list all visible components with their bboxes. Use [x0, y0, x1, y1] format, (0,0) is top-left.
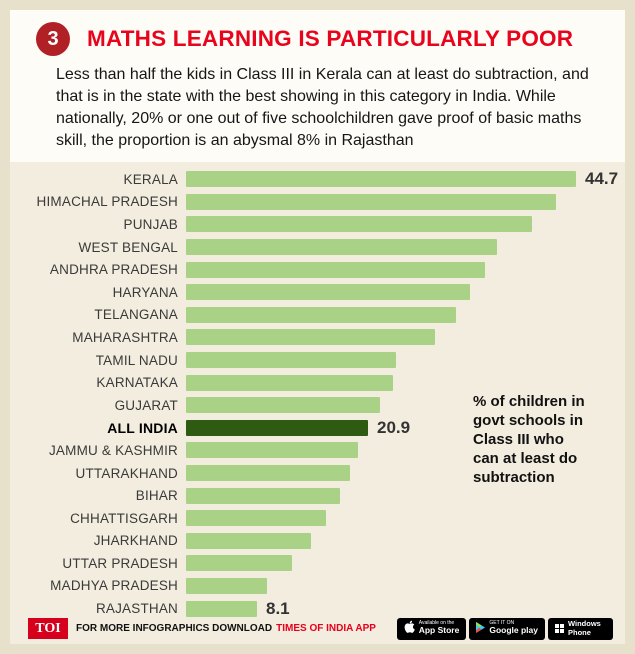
bar-value: 8.1	[266, 598, 290, 618]
top-section: 3 MATHS LEARNING IS PARTICULARLY POOR Le…	[10, 10, 625, 162]
bar	[186, 532, 311, 549]
bar	[186, 555, 292, 572]
chart-annotation: % of children in govt schools in Class I…	[473, 393, 585, 486]
header: 3 MATHS LEARNING IS PARTICULARLY POOR	[10, 18, 625, 58]
chart-row: GUJARAT	[10, 394, 625, 417]
chart-row: RAJASTHAN 8.1	[10, 597, 625, 620]
bar	[186, 216, 532, 233]
bar	[186, 306, 456, 323]
chart-row: WEST BENGAL	[10, 236, 625, 259]
chart-row: MADHYA PRADESH	[10, 575, 625, 598]
bar	[186, 600, 257, 617]
windows-icon	[555, 624, 564, 633]
play-icon	[476, 620, 486, 638]
chart-row: PUNJAB	[10, 213, 625, 236]
chart-row: KARNATAKA	[10, 371, 625, 394]
bar	[186, 419, 368, 436]
badge-line1: Available on the	[418, 619, 455, 626]
bar-label: CHHATTISGARH	[70, 510, 178, 526]
bar-value: 20.9	[377, 417, 411, 437]
bar	[186, 329, 435, 346]
bar-label: UTTAR PRADESH	[62, 555, 178, 571]
bar-label: RAJASTHAN	[95, 601, 178, 617]
page-title: MATHS LEARNING IS PARTICULARLY POOR	[87, 26, 574, 51]
bar	[186, 397, 380, 414]
bar-label: ANDHRA PRADESH	[49, 262, 178, 278]
badge-line2: App Store	[418, 625, 460, 636]
bar	[186, 284, 470, 301]
chart-row: CHHATTISGARH	[10, 507, 625, 530]
chart-row: BIHAR	[10, 484, 625, 507]
badge-line1: GET IT ON	[489, 619, 515, 626]
windows-phone-badge: Windows Phone	[548, 617, 613, 640]
app-store-badge: Available on the App Store	[396, 617, 467, 640]
number-badge: 3	[36, 22, 70, 56]
infographic-body: 3 MATHS LEARNING IS PARTICULARLY POOR Le…	[10, 10, 625, 644]
footer: TOI FOR MORE INFOGRAPHICS DOWNLOAD TIMES…	[28, 617, 613, 640]
google-play-badge: GET IT ON Google play	[469, 617, 545, 640]
chart-row: TELANGANA	[10, 304, 625, 327]
bar	[186, 442, 358, 459]
chart-rows: KERALA 44.7 HIMACHAL PRADESH PUNJAB WEST BEN…	[10, 168, 625, 620]
badge-line2: Google play	[489, 625, 538, 636]
chart-row: UTTAR PRADESH	[10, 552, 625, 575]
bar-label: JAMMU & KASHMIR	[48, 442, 178, 458]
chart-row: KERALA 44.7	[10, 168, 625, 191]
toi-logo: TOI	[28, 618, 68, 639]
intro-text: Less than half the kids in Class III in …	[56, 66, 589, 149]
bar	[186, 577, 267, 594]
bar-label: BIHAR	[135, 488, 178, 504]
bar-label: TAMIL NADU	[95, 352, 178, 368]
footer-app-text: TIMES OF INDIA APP	[276, 623, 376, 634]
bar	[186, 193, 556, 210]
bar	[186, 374, 393, 391]
chart-row: JAMMU & KASHMIR	[10, 439, 625, 462]
bar	[186, 239, 497, 256]
bar	[186, 510, 326, 527]
bar-label: MADHYA PRADESH	[50, 578, 178, 594]
bar-label: JHARKHAND	[93, 533, 178, 549]
chart-row: JHARKHAND	[10, 530, 625, 553]
bar-label: PUNJAB	[123, 216, 178, 232]
bar-label: TELANGANA	[94, 307, 178, 323]
chart-row: ALL INDIA 20.9	[10, 417, 625, 440]
bar	[186, 261, 485, 278]
bar	[186, 465, 350, 482]
chart-row: HIMACHAL PRADESH	[10, 191, 625, 214]
bar-label: MAHARASHTRA	[72, 329, 178, 345]
badge-line2: Windows Phone	[568, 619, 601, 637]
bar	[186, 171, 576, 188]
bar-label: GUJARAT	[114, 397, 178, 413]
apple-icon	[404, 620, 415, 638]
bar	[186, 352, 396, 369]
bar-label: KERALA	[123, 171, 178, 187]
bar-label: HIMACHAL PRADESH	[36, 194, 178, 210]
bar-value: 44.7	[585, 169, 619, 189]
bar-label: KARNATAKA	[96, 375, 178, 391]
footer-text: FOR MORE INFOGRAPHICS DOWNLOAD	[76, 623, 273, 634]
bar-chart: KERALA 44.7 HIMACHAL PRADESH PUNJAB WEST BEN…	[10, 162, 625, 626]
chart-row: TAMIL NADU	[10, 349, 625, 372]
bar-label: UTTARAKHAND	[75, 465, 178, 481]
bar-label: ALL INDIA	[107, 419, 178, 436]
chart-row: UTTARAKHAND	[10, 462, 625, 485]
bar-label: WEST BENGAL	[78, 239, 178, 255]
bar	[186, 487, 340, 504]
chart-row: MAHARASHTRA	[10, 326, 625, 349]
chart-row: ANDHRA PRADESH	[10, 258, 625, 281]
store-badges: Available on the App Store GET IT ON	[396, 617, 613, 640]
chart-row: HARYANA	[10, 281, 625, 304]
bar-label: HARYANA	[112, 284, 178, 300]
